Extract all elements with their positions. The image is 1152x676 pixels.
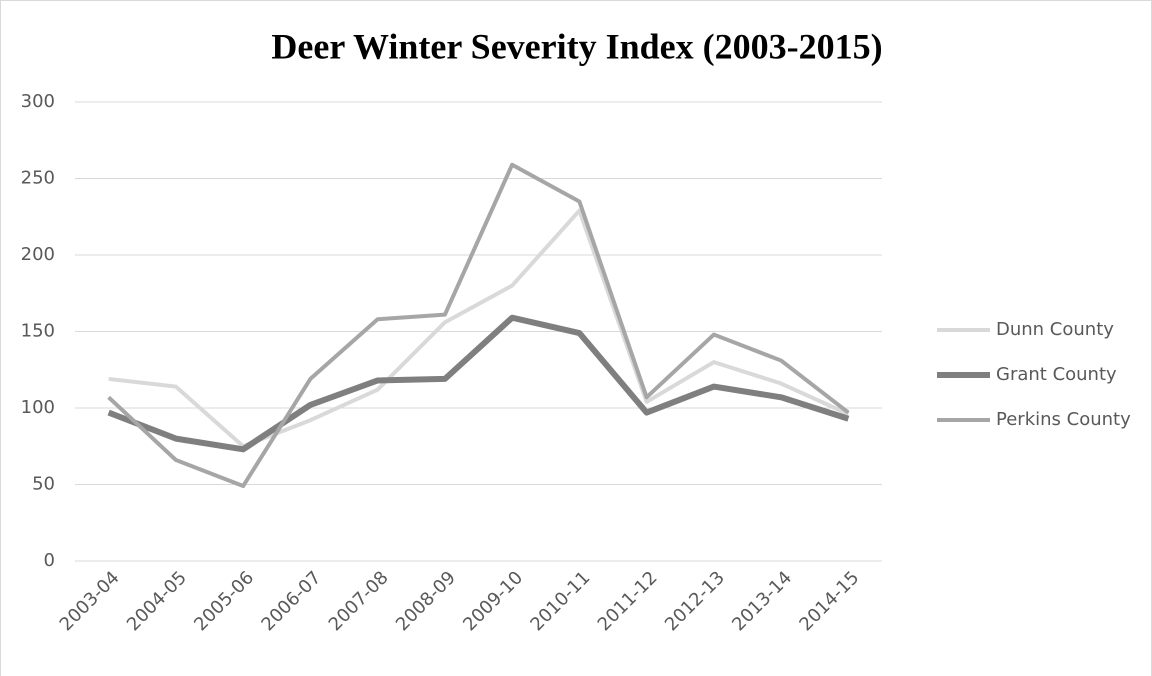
x-tick-label: 2008-09: [392, 567, 460, 635]
legend-label: Grant County: [996, 364, 1117, 385]
series-line: [107, 314, 850, 453]
y-tick-label: 0: [44, 550, 55, 571]
y-tick-label: 250: [21, 168, 55, 189]
x-tick-label: 2013-14: [728, 567, 796, 635]
chart-title: Deer Winter Severity Index (2003-2015): [271, 26, 882, 66]
x-tick-label: 2009-10: [459, 567, 527, 635]
legend-label: Dunn County: [996, 319, 1114, 340]
y-tick-label: 50: [32, 474, 55, 495]
y-tick-label: 200: [21, 244, 55, 265]
y-tick-label: 150: [21, 321, 55, 342]
legend-label: Perkins County: [996, 409, 1131, 430]
x-tick-label: 2010-11: [526, 567, 594, 635]
x-tick-label: 2014-15: [795, 567, 863, 635]
x-tick-label: 2011-12: [594, 567, 662, 635]
y-tick-label: 300: [21, 91, 55, 112]
x-tick-label: 2007-08: [325, 567, 393, 635]
y-tick-label: 100: [21, 397, 55, 418]
x-tick-label: 2003-04: [56, 567, 124, 635]
series-line: [107, 162, 850, 489]
x-tick-label: 2012-13: [661, 567, 729, 635]
x-tick-label: 2006-07: [257, 567, 325, 635]
x-tick-label: 2005-06: [190, 567, 258, 635]
x-tick-label: 2004-05: [123, 567, 191, 635]
series-line: [108, 208, 850, 449]
